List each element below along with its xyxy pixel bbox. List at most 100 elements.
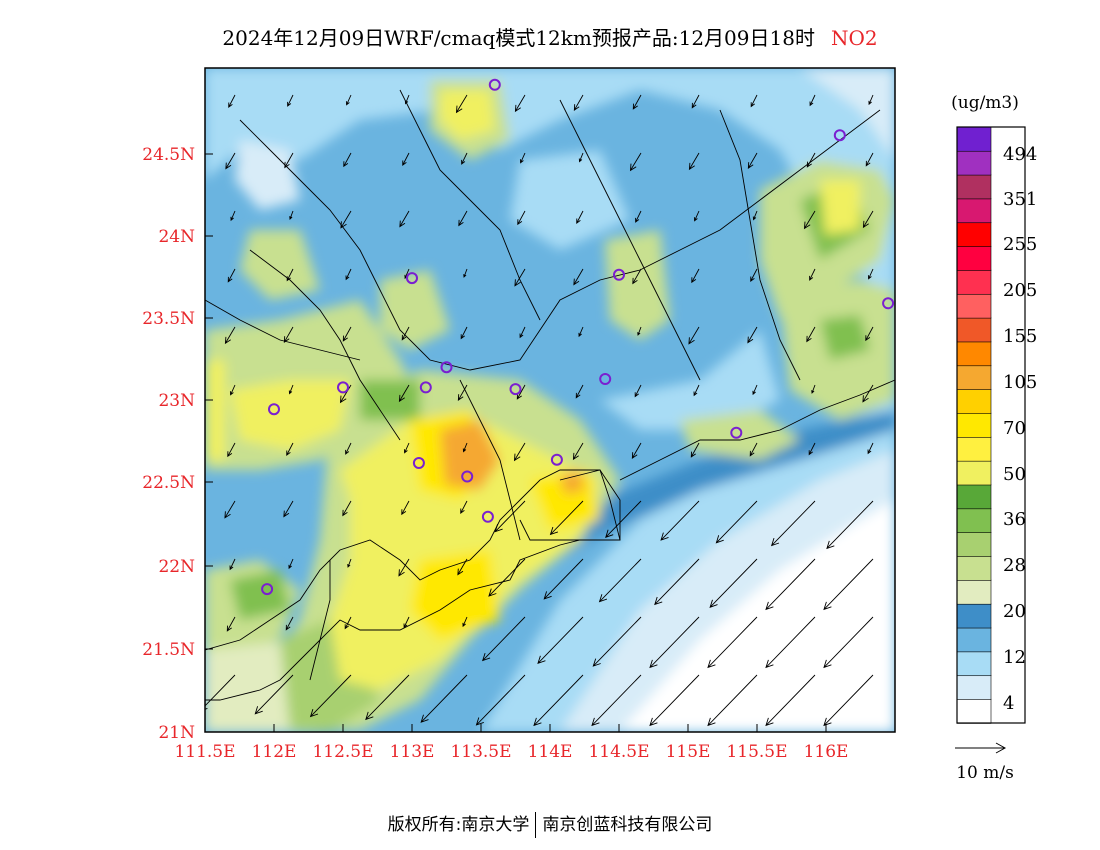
wind-arrow: [365, 674, 410, 721]
station-marker: [833, 129, 846, 142]
station-marker: [882, 297, 895, 310]
wind-arrow: [345, 268, 352, 281]
title-main: 2024年12月09日WRF/cmaq模式12km预报产品:12月09日18时: [222, 26, 815, 50]
wind-arrow: [573, 94, 584, 111]
station-marker: [406, 272, 418, 285]
wind-arrow: [517, 210, 526, 226]
wind-arrow: [286, 442, 294, 457]
legend-swatch: [956, 365, 992, 390]
wind-arrow: [345, 442, 352, 455]
wind-arrow: [227, 268, 236, 283]
wind-arrow: [283, 326, 294, 343]
station-markers: [261, 78, 895, 596]
copyright-footer: 版权所有:南京大学 南京创蓝科技有限公司: [0, 810, 1100, 838]
wind-arrow: [823, 558, 874, 611]
wind-arrow: [752, 384, 758, 396]
legend-label: 28: [1003, 555, 1026, 576]
wind-arrow: [494, 500, 526, 533]
legend-swatch: [956, 579, 992, 605]
wind-arrow: [691, 268, 700, 284]
wind-arrow: [770, 500, 816, 547]
legend-label: 4: [1003, 693, 1014, 714]
wind-arrow: [862, 210, 874, 229]
lat-label: 21.5N: [142, 640, 195, 660]
lat-label: 22N: [158, 557, 195, 577]
wind-arrow: [660, 500, 700, 541]
wind-arrow: [572, 442, 584, 461]
station-marker: [440, 361, 453, 374]
wind-arrow: [205, 674, 236, 710]
map-title: 2024年12月09日WRF/cmaq模式12km预报产品:12月09日18时 N…: [0, 22, 1100, 51]
wind-arrow: [632, 268, 642, 285]
legend-swatch: [956, 317, 992, 343]
wind-arrow: [809, 94, 816, 107]
wind-arrow: [344, 616, 352, 630]
station-marker: [261, 583, 274, 596]
wind-arrow: [591, 674, 642, 727]
lat-label: 23N: [158, 391, 195, 411]
wind-arrow: [288, 558, 294, 570]
wind-arrow: [634, 384, 642, 398]
wind-arrow: [537, 616, 584, 665]
lon-label: 116E: [804, 742, 849, 762]
wind-arrow: [691, 94, 700, 109]
legend-label: 50: [1003, 464, 1026, 485]
wind-arrow: [549, 500, 584, 536]
wind-arrow: [226, 616, 236, 632]
legend-swatch: [956, 245, 992, 271]
wind-arrow: [463, 268, 468, 278]
legend-label: 155: [1003, 326, 1037, 347]
wind-arrow: [420, 674, 468, 723]
legend-frame: [956, 126, 1026, 724]
wind-arrow: [309, 674, 352, 718]
legend-swatch: [956, 341, 992, 367]
wind-arrow: [576, 210, 584, 225]
wind-arrow: [343, 152, 352, 168]
wind-arrow: [287, 94, 294, 107]
wind-arrow: [649, 616, 700, 669]
wind-arrow: [598, 558, 642, 603]
wind-arrow: [229, 558, 236, 571]
station-marker: [599, 373, 612, 385]
wind-arrow: [803, 210, 816, 230]
legend-colorbar: [956, 126, 992, 724]
wind-arrow: [519, 326, 526, 339]
wind-arrow: [401, 326, 410, 341]
wind-arrow: [715, 500, 758, 544]
wind-arrow: [457, 384, 468, 401]
wind-arrow: [488, 558, 526, 597]
wind-arrow: [688, 326, 700, 345]
wind-arrow: [649, 674, 700, 727]
lon-label: 112E: [252, 742, 297, 762]
station-marker: [488, 78, 501, 91]
wind-arrow: [693, 384, 700, 397]
wind-arrow: [632, 94, 642, 110]
lon-label: 115E: [666, 742, 711, 762]
wind-arrow: [868, 94, 874, 106]
wind-arrow: [543, 558, 584, 600]
wind-arrow: [289, 210, 294, 220]
wind-arrow: [862, 384, 874, 403]
legend-swatch: [956, 198, 992, 224]
wind-arrow: [228, 94, 236, 109]
boundaries: [205, 89, 895, 701]
wind-vectors: [205, 94, 874, 727]
wind-arrow: [342, 500, 352, 517]
lon-label: 114.5E: [588, 742, 649, 762]
wind-arrow: [404, 94, 410, 105]
wind-arrow: [637, 326, 642, 336]
wind-arrow: [230, 210, 236, 222]
legend-swatch: [956, 603, 992, 629]
wind-arrow: [575, 384, 584, 399]
wind-arrow: [750, 94, 758, 108]
legend-swatch: [956, 222, 992, 247]
lat-label: 24.5N: [142, 145, 195, 165]
legend-swatch: [956, 388, 992, 414]
legend-swatch: [956, 412, 992, 438]
wind-arrow: [749, 442, 758, 457]
legend-swatch: [956, 531, 992, 557]
lat-label: 22.5N: [142, 473, 195, 493]
wind-arrow: [342, 326, 352, 342]
wind-reference: 10 m/s: [955, 742, 1014, 783]
